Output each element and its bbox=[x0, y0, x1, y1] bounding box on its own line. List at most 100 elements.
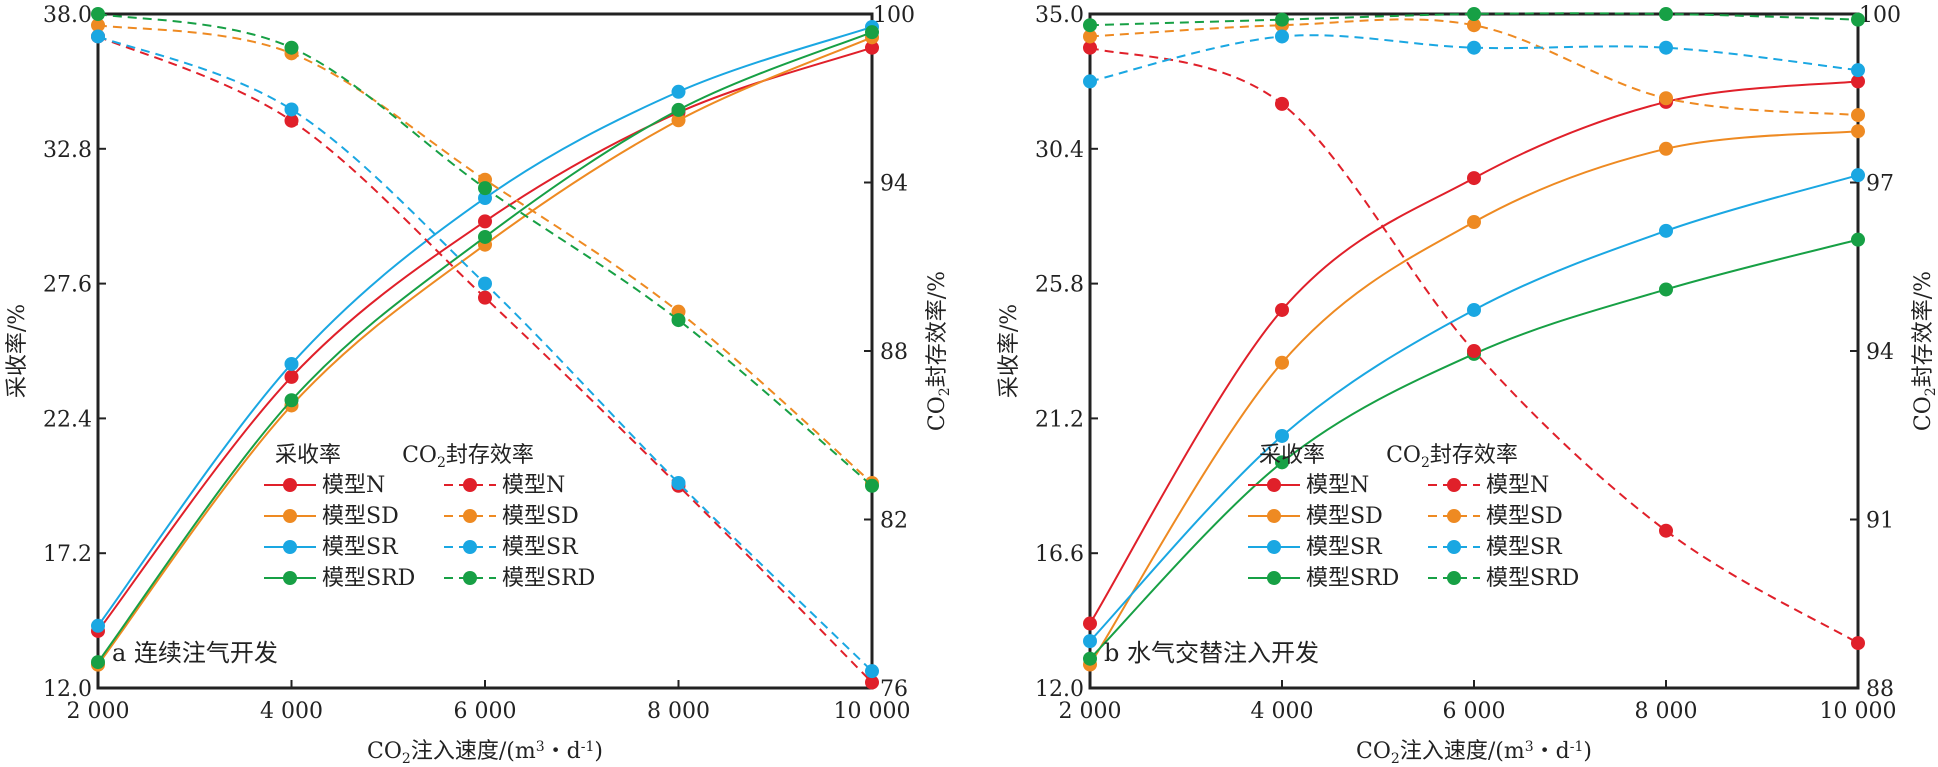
series-line bbox=[97, 31, 873, 663]
y-left-tick-label: 12.0 bbox=[1035, 677, 1084, 702]
data-point bbox=[1659, 223, 1673, 238]
legend-entry-label: 模型N bbox=[1486, 473, 1549, 498]
data-point bbox=[671, 313, 686, 328]
series-line bbox=[97, 26, 873, 627]
x-tick-label: 8 000 bbox=[647, 699, 710, 724]
data-point bbox=[1851, 74, 1865, 89]
x-tick-label: 2 000 bbox=[67, 699, 130, 724]
data-point bbox=[91, 29, 105, 44]
legend-entry-label: 模型SRD bbox=[322, 566, 415, 591]
data-point bbox=[1851, 108, 1865, 123]
data-point bbox=[1467, 215, 1481, 230]
legend-entry-label: 模型SR bbox=[322, 535, 399, 560]
legend-swatch-marker bbox=[1267, 478, 1281, 492]
legend-swatch-marker bbox=[283, 509, 297, 523]
legend-entry-label: 模型N bbox=[502, 473, 565, 498]
series-storage-模型SD bbox=[91, 18, 879, 490]
legend-entry-label: 模型SD bbox=[502, 504, 579, 529]
data-point bbox=[1083, 29, 1097, 44]
y-right-tick-label: 100 bbox=[1859, 3, 1901, 28]
legend-swatch-marker bbox=[1267, 540, 1281, 554]
y-left-tick-label: 16.6 bbox=[1035, 542, 1084, 567]
data-point bbox=[478, 276, 492, 291]
data-point bbox=[1083, 634, 1097, 649]
legend-swatch-marker bbox=[463, 540, 477, 554]
y-left-tick-label: 30.4 bbox=[1035, 138, 1084, 163]
legend-entry-label: 模型N bbox=[322, 473, 385, 498]
legend-title-recovery: 采收率 bbox=[275, 443, 341, 468]
legend-entry-label: 模型SD bbox=[1306, 504, 1383, 529]
series-storage-模型SR bbox=[1083, 29, 1865, 89]
data-point bbox=[1083, 74, 1097, 89]
legend-title-storage: CO2封存效率 bbox=[1386, 443, 1518, 471]
x-tick-label: 10 000 bbox=[834, 699, 911, 724]
x-axis-label: CO2注入速度/(m3・d-1) bbox=[367, 739, 603, 767]
data-point bbox=[91, 7, 105, 21]
x-tick-label: 10 000 bbox=[1820, 699, 1897, 724]
legend-entry-label: 模型SR bbox=[1306, 535, 1383, 560]
y-left-tick-label: 12.0 bbox=[43, 677, 92, 702]
legend-swatch-marker bbox=[1447, 540, 1461, 554]
data-point bbox=[865, 25, 879, 40]
y-right-tick-label: 91 bbox=[1866, 509, 1894, 534]
series-recovery-模型SRD bbox=[91, 25, 879, 670]
data-point bbox=[1083, 18, 1097, 33]
data-point bbox=[1467, 7, 1481, 21]
data-point bbox=[1659, 7, 1673, 21]
data-point bbox=[1083, 651, 1097, 666]
legend-entry-label: 模型SRD bbox=[502, 566, 595, 591]
y-right-tick-label: 76 bbox=[880, 677, 908, 702]
legend-title-storage: CO2封存效率 bbox=[402, 443, 534, 471]
data-point bbox=[1275, 428, 1289, 443]
data-point bbox=[865, 40, 879, 55]
y-left-tick-label: 22.4 bbox=[43, 407, 92, 432]
data-point bbox=[1275, 455, 1289, 470]
y-left-tick-label: 17.2 bbox=[43, 542, 92, 567]
x-tick-label: 8 000 bbox=[1635, 699, 1698, 724]
data-point bbox=[284, 393, 299, 408]
legend-entry-label: 模型SR bbox=[502, 535, 579, 560]
series-storage-模型N bbox=[1083, 40, 1865, 651]
y-right-tick-label: 94 bbox=[880, 172, 908, 197]
data-point bbox=[91, 18, 105, 33]
data-point bbox=[284, 356, 299, 371]
legend-swatch-marker bbox=[463, 478, 477, 492]
legend-title-recovery: 采收率 bbox=[1259, 443, 1325, 468]
y-right-tick-label: 100 bbox=[873, 3, 915, 28]
data-point bbox=[91, 618, 105, 633]
series-recovery-模型N bbox=[1083, 74, 1865, 631]
data-point bbox=[284, 113, 299, 128]
data-point bbox=[1275, 12, 1289, 27]
data-point bbox=[478, 229, 492, 244]
legend-swatch-marker bbox=[1267, 509, 1281, 523]
data-point bbox=[1275, 302, 1289, 317]
data-point bbox=[478, 214, 492, 229]
data-point bbox=[1851, 124, 1865, 139]
data-point bbox=[1467, 302, 1481, 317]
series-line bbox=[97, 24, 873, 484]
plot-frame bbox=[96, 12, 874, 690]
data-point bbox=[1851, 636, 1865, 651]
y-right-axis-label: CO2封存效率/% bbox=[1911, 271, 1938, 431]
legend-swatch-marker bbox=[463, 509, 477, 523]
panel-label: a 连续注气开发 bbox=[112, 639, 278, 667]
data-point bbox=[1275, 96, 1289, 111]
data-point bbox=[478, 191, 492, 206]
series-line bbox=[97, 46, 873, 632]
x-axis-label: CO2注入速度/(m3・d-1) bbox=[1356, 739, 1592, 767]
series-recovery-模型SR bbox=[1083, 168, 1865, 649]
series-line bbox=[97, 36, 873, 666]
series-line bbox=[1089, 18, 1859, 117]
y-left-tick-label: 38.0 bbox=[43, 3, 92, 28]
series-storage-模型N bbox=[91, 29, 879, 690]
series-line bbox=[97, 35, 873, 672]
legend-swatch-marker bbox=[1447, 478, 1461, 492]
data-point bbox=[284, 102, 299, 117]
legend-swatch-marker bbox=[1267, 571, 1281, 585]
y-right-tick-label: 88 bbox=[880, 340, 908, 365]
data-point bbox=[1275, 29, 1289, 44]
legend-swatch-marker bbox=[283, 478, 297, 492]
y-left-axis-label: 采收率/% bbox=[997, 304, 1022, 398]
y-left-tick-label: 21.2 bbox=[1035, 407, 1084, 432]
